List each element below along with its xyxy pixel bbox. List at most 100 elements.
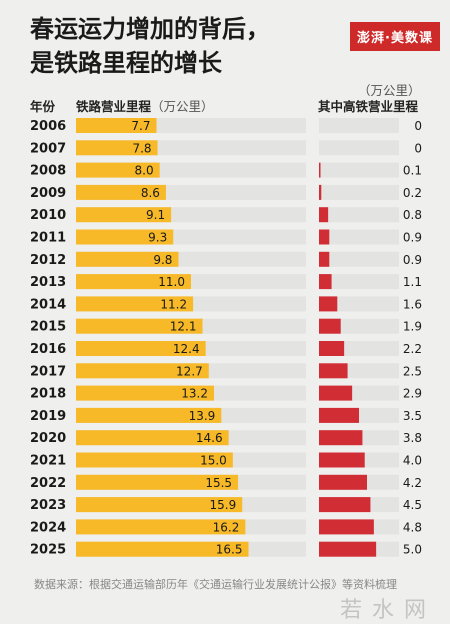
high-speed-mileage-bar xyxy=(319,184,322,200)
rail-mileage-value: 12.4 xyxy=(173,342,200,356)
rail-mileage-bar xyxy=(76,430,229,446)
rail-mileage-bar xyxy=(76,274,191,290)
rail-mileage-bar xyxy=(76,341,206,356)
year-label: 2018 xyxy=(30,387,66,402)
year-label: 2013 xyxy=(30,275,66,290)
rail-mileage-bar xyxy=(76,318,203,334)
year-label: 2024 xyxy=(30,520,66,535)
year-label: 2011 xyxy=(30,231,66,246)
high-speed-mileage-value: 4.5 xyxy=(403,498,422,512)
year-label: 2010 xyxy=(30,208,66,223)
high-speed-mileage-value: 3.5 xyxy=(403,409,422,423)
watermark: 若水网 xyxy=(340,598,437,623)
high-speed-mileage-value: 5.0 xyxy=(403,543,422,557)
rail-mileage-bar xyxy=(76,497,243,513)
title-line-2: 是铁路里程的增长 xyxy=(30,49,222,77)
rail-mileage-value: 9.1 xyxy=(146,208,165,222)
rail-mileage-bar xyxy=(76,519,246,535)
year-label: 2017 xyxy=(30,364,66,379)
mileage-bar-chart: 2006 7.7 0 2007 7.8 0 2008 8.0 0.1 2009 8.6 0.2 2010… xyxy=(30,118,422,558)
right-bar-track xyxy=(319,207,399,223)
rail-mileage-bar xyxy=(76,407,222,423)
high-speed-mileage-bar xyxy=(319,452,365,468)
high-speed-mileage-value: 0 xyxy=(414,119,422,133)
high-speed-mileage-bar xyxy=(319,474,367,490)
rail-mileage-bar xyxy=(76,140,158,156)
high-speed-mileage-value: 0.8 xyxy=(403,208,422,222)
year-label: 2023 xyxy=(30,498,66,513)
left-column-header: 铁路营业里程（万公里） xyxy=(76,96,214,115)
data-source-note: 数据来源：根据交通运输部历年《交通运输行业发展统计公报》等资料梳理 xyxy=(34,578,397,591)
year-label: 2025 xyxy=(30,543,66,558)
left-column-label: 铁路营业里程 xyxy=(76,99,152,114)
brand-logo: 澎湃·美数课 xyxy=(350,22,440,51)
year-label: 2019 xyxy=(30,409,66,424)
year-label: 2016 xyxy=(30,342,66,357)
year-label: 2020 xyxy=(30,431,66,446)
rail-mileage-bar xyxy=(76,229,174,245)
high-speed-mileage-bar xyxy=(319,385,353,401)
high-speed-mileage-value: 0.9 xyxy=(403,253,422,267)
chart-title: 春运运力增加的背后， 是铁路里程的增长 xyxy=(30,12,270,80)
year-label: 2015 xyxy=(30,320,66,335)
high-speed-mileage-value: 1.6 xyxy=(403,297,422,311)
high-speed-mileage-bar xyxy=(319,541,377,557)
rail-mileage-value: 11.2 xyxy=(160,297,187,311)
rail-mileage-bar xyxy=(76,251,179,267)
high-speed-mileage-bar xyxy=(319,407,359,423)
rail-mileage-value: 13.9 xyxy=(189,409,216,423)
rail-mileage-value: 8.6 xyxy=(141,186,160,200)
high-speed-mileage-value: 2.9 xyxy=(403,387,422,401)
year-label: 2009 xyxy=(30,186,66,201)
right-bar-track xyxy=(319,229,399,245)
high-speed-mileage-value: 1.9 xyxy=(403,320,422,334)
rail-mileage-value: 16.5 xyxy=(216,543,243,557)
rail-mileage-bar xyxy=(76,385,214,401)
right-bar-track xyxy=(319,184,399,200)
year-column-header: 年份 xyxy=(30,99,56,114)
right-bar-track xyxy=(319,118,399,133)
right-bar-track xyxy=(319,274,399,290)
high-speed-mileage-value: 2.2 xyxy=(403,342,422,356)
rail-mileage-value: 15.5 xyxy=(205,476,232,490)
year-label: 2006 xyxy=(30,119,66,134)
rail-mileage-value: 9.8 xyxy=(153,253,172,267)
high-speed-mileage-bar xyxy=(319,318,341,334)
high-speed-mileage-bar xyxy=(319,430,363,446)
high-speed-mileage-value: 1.1 xyxy=(403,275,422,289)
rail-mileage-value: 11.0 xyxy=(158,275,185,289)
rail-mileage-bar xyxy=(76,363,209,379)
high-speed-mileage-bar xyxy=(319,207,329,223)
rail-mileage-value: 8.0 xyxy=(135,164,154,178)
rail-mileage-value: 15.9 xyxy=(210,498,237,512)
high-speed-mileage-value: 2.5 xyxy=(403,364,422,378)
right-column-header: 其中高铁营业里程 xyxy=(318,99,419,114)
rail-mileage-value: 12.7 xyxy=(176,364,203,378)
rail-mileage-bar xyxy=(76,207,172,223)
high-speed-mileage-value: 4.8 xyxy=(403,520,422,534)
rail-mileage-bar xyxy=(76,184,166,200)
high-speed-mileage-bar xyxy=(319,229,330,245)
year-label: 2022 xyxy=(30,476,66,491)
year-label: 2012 xyxy=(30,253,66,268)
rail-mileage-value: 16.2 xyxy=(213,520,240,534)
rail-mileage-bar xyxy=(76,118,157,133)
high-speed-mileage-bar xyxy=(319,363,348,379)
rail-mileage-bar xyxy=(76,541,249,557)
high-speed-mileage-bar xyxy=(319,341,345,356)
year-label: 2008 xyxy=(30,164,66,179)
high-speed-mileage-bar xyxy=(319,274,332,290)
high-speed-mileage-bar xyxy=(319,497,371,513)
right-bar-track xyxy=(319,140,399,156)
high-speed-mileage-value: 0.9 xyxy=(403,231,422,245)
rail-mileage-bar xyxy=(76,162,160,178)
high-speed-mileage-bar xyxy=(319,296,338,312)
right-bar-track xyxy=(319,251,399,267)
right-bar-track xyxy=(319,296,399,312)
high-speed-mileage-value: 4.0 xyxy=(403,454,422,468)
rail-mileage-value: 14.6 xyxy=(196,431,223,445)
rail-mileage-bar xyxy=(76,474,239,490)
rail-mileage-value: 13.2 xyxy=(181,387,208,401)
left-column-unit: （万公里） xyxy=(151,99,214,114)
rail-mileage-bar xyxy=(76,296,194,312)
